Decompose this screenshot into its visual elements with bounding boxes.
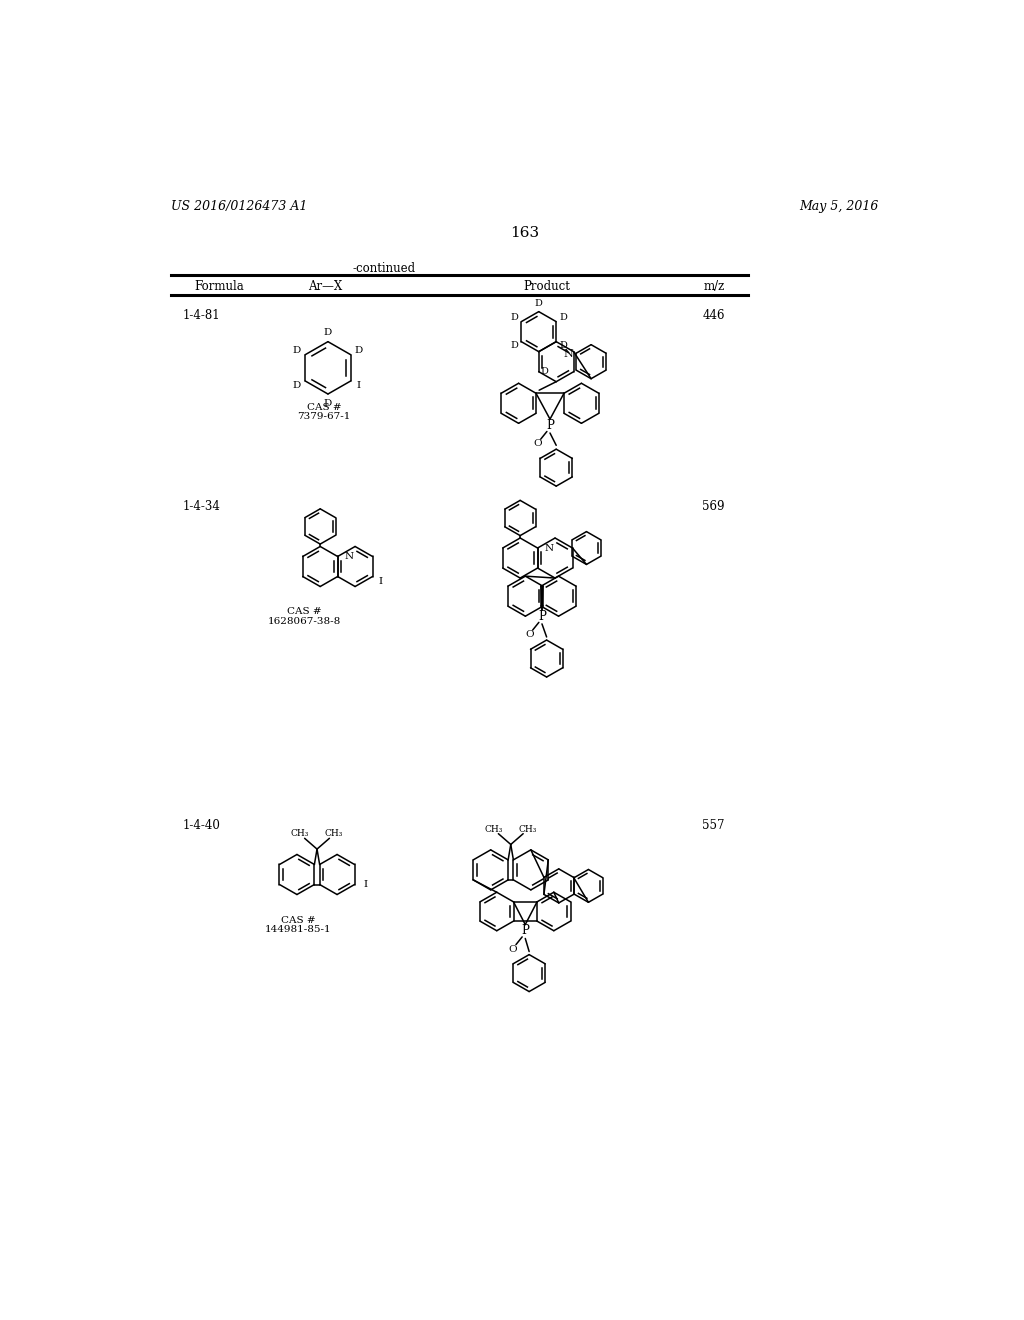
- Text: Ar—X: Ar—X: [308, 280, 343, 293]
- Text: D: D: [511, 313, 518, 322]
- Text: m/z: m/z: [703, 280, 725, 293]
- Text: Formula: Formula: [194, 280, 244, 293]
- Text: N: N: [344, 552, 353, 561]
- Text: D: D: [293, 346, 301, 355]
- Text: O: O: [534, 440, 542, 449]
- Text: D: D: [559, 341, 567, 350]
- Text: 144981-85-1: 144981-85-1: [265, 925, 332, 935]
- Text: D: D: [293, 381, 301, 389]
- Text: 569: 569: [702, 499, 725, 512]
- Text: I: I: [364, 880, 368, 888]
- Text: I: I: [356, 381, 360, 389]
- Text: May 5, 2016: May 5, 2016: [800, 199, 879, 213]
- Text: 446: 446: [702, 309, 725, 322]
- Text: I: I: [379, 577, 383, 586]
- Text: P: P: [546, 418, 554, 432]
- Text: D: D: [535, 300, 543, 309]
- Text: 1-4-34: 1-4-34: [182, 499, 220, 512]
- Text: D: D: [324, 327, 332, 337]
- Text: P: P: [521, 924, 529, 937]
- Text: Product: Product: [523, 280, 570, 293]
- Text: N: N: [563, 348, 573, 359]
- Text: O: O: [509, 945, 517, 954]
- Text: CH₃: CH₃: [325, 829, 343, 838]
- Text: 7379-67-1: 7379-67-1: [297, 412, 351, 421]
- Text: P: P: [538, 610, 546, 623]
- Text: D: D: [559, 313, 567, 322]
- Text: 557: 557: [702, 818, 725, 832]
- Text: US 2016/0126473 A1: US 2016/0126473 A1: [171, 199, 307, 213]
- Text: -continued: -continued: [352, 261, 416, 275]
- Text: 1-4-81: 1-4-81: [182, 309, 220, 322]
- Text: CAS #: CAS #: [282, 916, 315, 925]
- Text: D: D: [354, 346, 362, 355]
- Text: CH₃: CH₃: [291, 829, 309, 838]
- Text: CH₃: CH₃: [484, 825, 503, 833]
- Text: CAS #: CAS #: [307, 403, 341, 412]
- Text: O: O: [525, 630, 534, 639]
- Text: D: D: [324, 399, 332, 408]
- Text: CAS #: CAS #: [288, 607, 322, 616]
- Text: CH₃: CH₃: [518, 825, 537, 833]
- Text: 1-4-40: 1-4-40: [182, 818, 220, 832]
- Text: N: N: [545, 544, 554, 553]
- Text: 1628067-38-8: 1628067-38-8: [268, 616, 341, 626]
- Text: D: D: [511, 341, 518, 350]
- Text: D: D: [541, 367, 548, 376]
- Text: 163: 163: [510, 226, 540, 240]
